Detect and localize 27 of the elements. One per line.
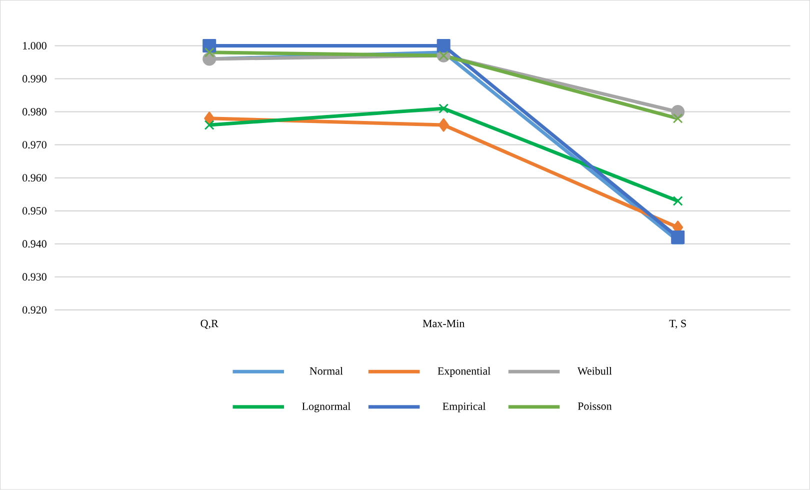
- point: [672, 114, 683, 124]
- y-tick-label: 0.990: [22, 75, 46, 83]
- point: [204, 47, 214, 58]
- x-tick-label: Max-Min: [422, 320, 465, 328]
- point: [436, 39, 450, 53]
- point: [438, 118, 449, 132]
- point: [204, 120, 214, 130]
- y-tick-label: 0.940: [22, 240, 46, 248]
- y-tick-label: 1.000: [23, 42, 46, 50]
- legend-label: Lognormal: [302, 402, 350, 412]
- point: [204, 112, 215, 126]
- legend-label: Poisson: [578, 402, 612, 410]
- legend-label: Normal: [310, 367, 343, 375]
- legend-label: Empirical: [442, 402, 486, 412]
- legend-label: Weibull: [577, 367, 612, 375]
- point: [671, 230, 685, 244]
- point: [672, 196, 683, 206]
- x-tick-label: Q,R: [200, 320, 218, 329]
- y-tick-label: 0.960: [22, 174, 46, 182]
- legend-label: Exponential: [438, 367, 490, 378]
- y-tick-label: 0.920: [22, 306, 46, 314]
- y-tick-label: 0.980: [22, 108, 46, 116]
- y-tick-label: 0.950: [22, 207, 46, 215]
- y-tick-label: 0.930: [22, 273, 46, 281]
- point: [438, 104, 449, 114]
- y-tick-label: 0.970: [22, 141, 46, 149]
- x-tick-label: T, S: [669, 320, 686, 329]
